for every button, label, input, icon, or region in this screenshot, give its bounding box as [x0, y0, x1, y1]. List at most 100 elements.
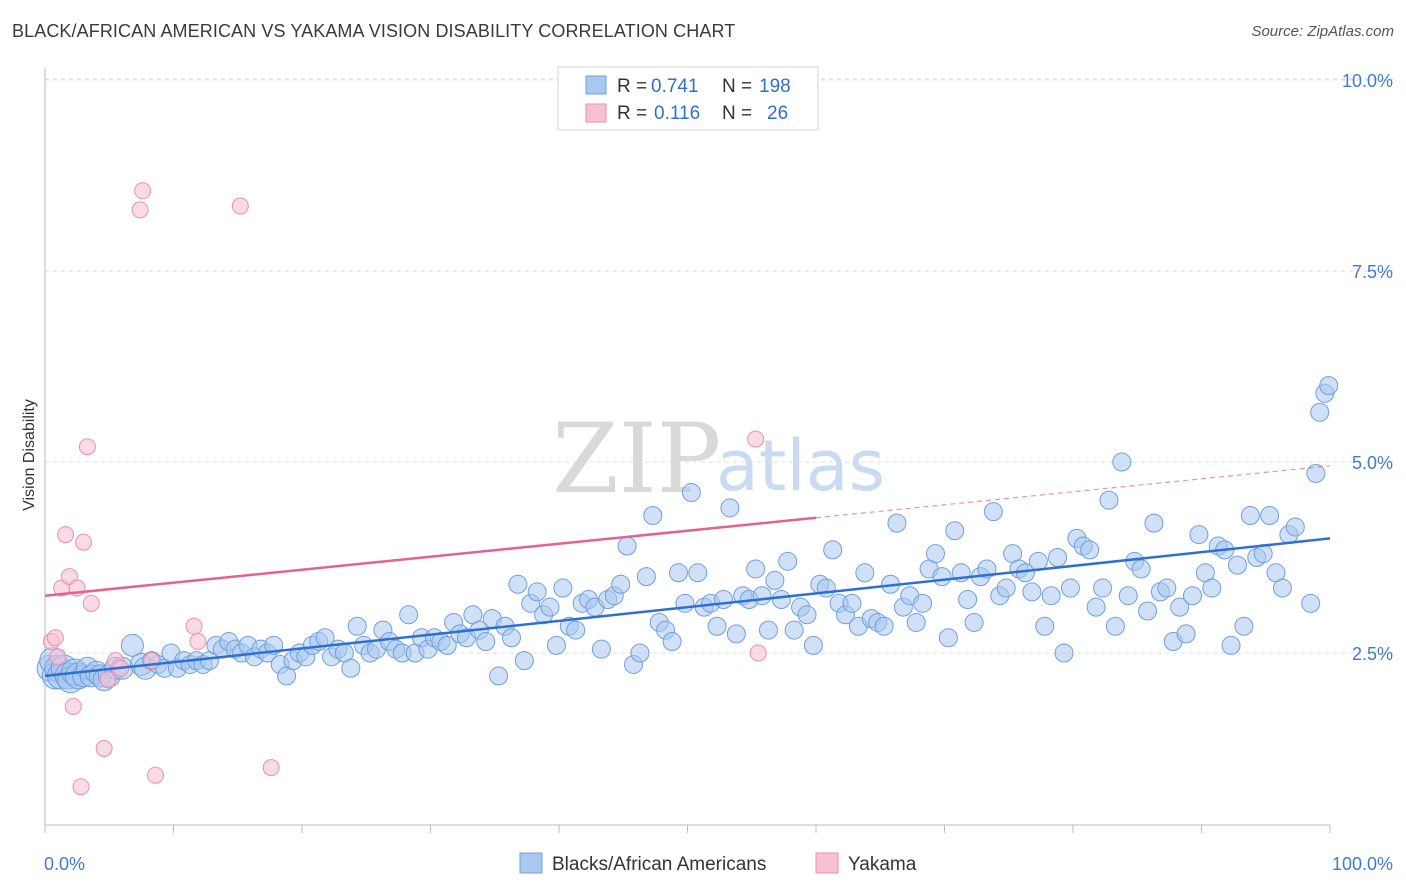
point-blacks	[855, 563, 875, 583]
legend-n-value: 198	[759, 76, 791, 97]
point-blacks	[1138, 601, 1158, 621]
point-blacks	[771, 590, 791, 610]
point-blacks	[726, 624, 746, 644]
correlation-legend: R = 0.741 N = 198 R = 0.116 N = 26	[557, 66, 819, 131]
point-blacks	[958, 590, 978, 610]
point-blacks	[932, 567, 952, 587]
point-blacks	[1035, 616, 1055, 636]
point-blacks	[437, 635, 457, 655]
point-blacks	[630, 643, 650, 663]
point-yakama	[231, 197, 249, 215]
point-blacks	[611, 574, 631, 594]
point-blacks	[489, 666, 509, 686]
point-yakama	[64, 697, 82, 715]
point-yakama	[134, 182, 152, 200]
point-blacks	[784, 620, 804, 640]
chart-title: BLACK/AFRICAN AMERICAN VS YAKAMA VISION …	[12, 21, 736, 41]
point-blacks	[996, 578, 1016, 598]
y-tick-label: 5.0%	[1352, 453, 1393, 473]
point-blacks	[1112, 452, 1132, 472]
point-blacks	[636, 567, 656, 587]
point-blacks	[1054, 643, 1074, 663]
y-tick-label: 10.0%	[1342, 71, 1393, 91]
point-blacks	[669, 563, 689, 583]
point-blacks	[713, 590, 733, 610]
point-blacks	[347, 616, 367, 636]
point-yakama	[147, 766, 165, 784]
point-blacks	[816, 578, 836, 598]
point-yakama	[185, 617, 203, 635]
point-blacks	[1086, 597, 1106, 617]
point-blacks	[842, 593, 862, 613]
legend-n-label: N =	[722, 76, 752, 97]
point-blacks	[707, 616, 727, 636]
legend-r-value: 0.741	[651, 76, 699, 97]
point-blacks	[1310, 402, 1330, 422]
point-blacks	[906, 612, 926, 632]
point-blacks	[514, 651, 534, 671]
point-blacks	[945, 521, 965, 541]
watermark: ZIP atlas	[552, 403, 885, 515]
point-blacks	[1183, 586, 1203, 606]
point-blacks	[797, 605, 817, 625]
point-blacks	[1319, 376, 1339, 396]
point-blacks	[938, 628, 958, 648]
point-blacks	[1022, 582, 1042, 602]
trend-lines	[44, 465, 1331, 678]
point-yakama	[49, 648, 67, 666]
point-blacks	[874, 616, 894, 636]
point-blacks	[1144, 513, 1164, 533]
point-blacks	[1260, 505, 1280, 525]
point-yakama	[749, 644, 767, 662]
legend-r-value: 0.116	[654, 103, 700, 124]
point-blacks	[1060, 578, 1080, 598]
point-yakama	[747, 430, 765, 448]
point-blacks	[553, 578, 573, 598]
point-blacks	[675, 593, 695, 613]
point-blacks	[1041, 586, 1061, 606]
legend-n-label: N =	[722, 103, 752, 124]
point-blacks	[688, 563, 708, 583]
y-tick-label: 7.5%	[1352, 262, 1393, 282]
point-blacks	[1202, 578, 1222, 598]
point-blacks	[1285, 517, 1305, 537]
point-yakama	[95, 740, 113, 757]
point-blacks	[1272, 578, 1292, 598]
bottom-legend-label: Yakama	[848, 854, 917, 875]
point-yakama	[75, 533, 93, 551]
bottom-legend-swatch-pink	[815, 852, 839, 874]
point-blacks	[1170, 597, 1190, 617]
legend-n-value: 26	[767, 103, 788, 124]
point-blacks	[540, 597, 560, 617]
point-blacks	[1176, 624, 1196, 644]
x-tick-label: 0.0%	[44, 854, 85, 874]
source-label: Source: ZipAtlas.com	[1251, 23, 1394, 40]
point-blacks	[591, 639, 611, 659]
point-blacks	[1048, 548, 1068, 567]
point-blacks	[681, 483, 701, 503]
point-yakama	[78, 438, 96, 456]
point-blacks	[1301, 593, 1321, 613]
point-yakama	[57, 526, 75, 544]
point-yakama	[262, 759, 280, 777]
legend-swatch-blue	[585, 75, 607, 95]
axes	[44, 68, 1331, 833]
point-yakama	[99, 671, 117, 689]
legend-r-label: R =	[617, 76, 647, 97]
bottom-legend-label: Blacks/African Americans	[552, 854, 766, 875]
point-blacks	[546, 635, 566, 655]
point-yakama	[82, 594, 100, 612]
point-blacks	[566, 620, 586, 640]
point-blacks	[1099, 490, 1119, 510]
point-yakama	[189, 633, 207, 651]
point-blacks	[778, 551, 798, 571]
point-blacks	[964, 612, 984, 632]
point-blacks	[746, 559, 766, 579]
point-blacks	[527, 582, 547, 602]
legend-swatch-pink	[585, 103, 607, 123]
point-blacks	[501, 628, 521, 648]
point-blacks	[1118, 586, 1138, 606]
point-blacks	[476, 632, 496, 652]
point-blacks	[643, 505, 663, 525]
